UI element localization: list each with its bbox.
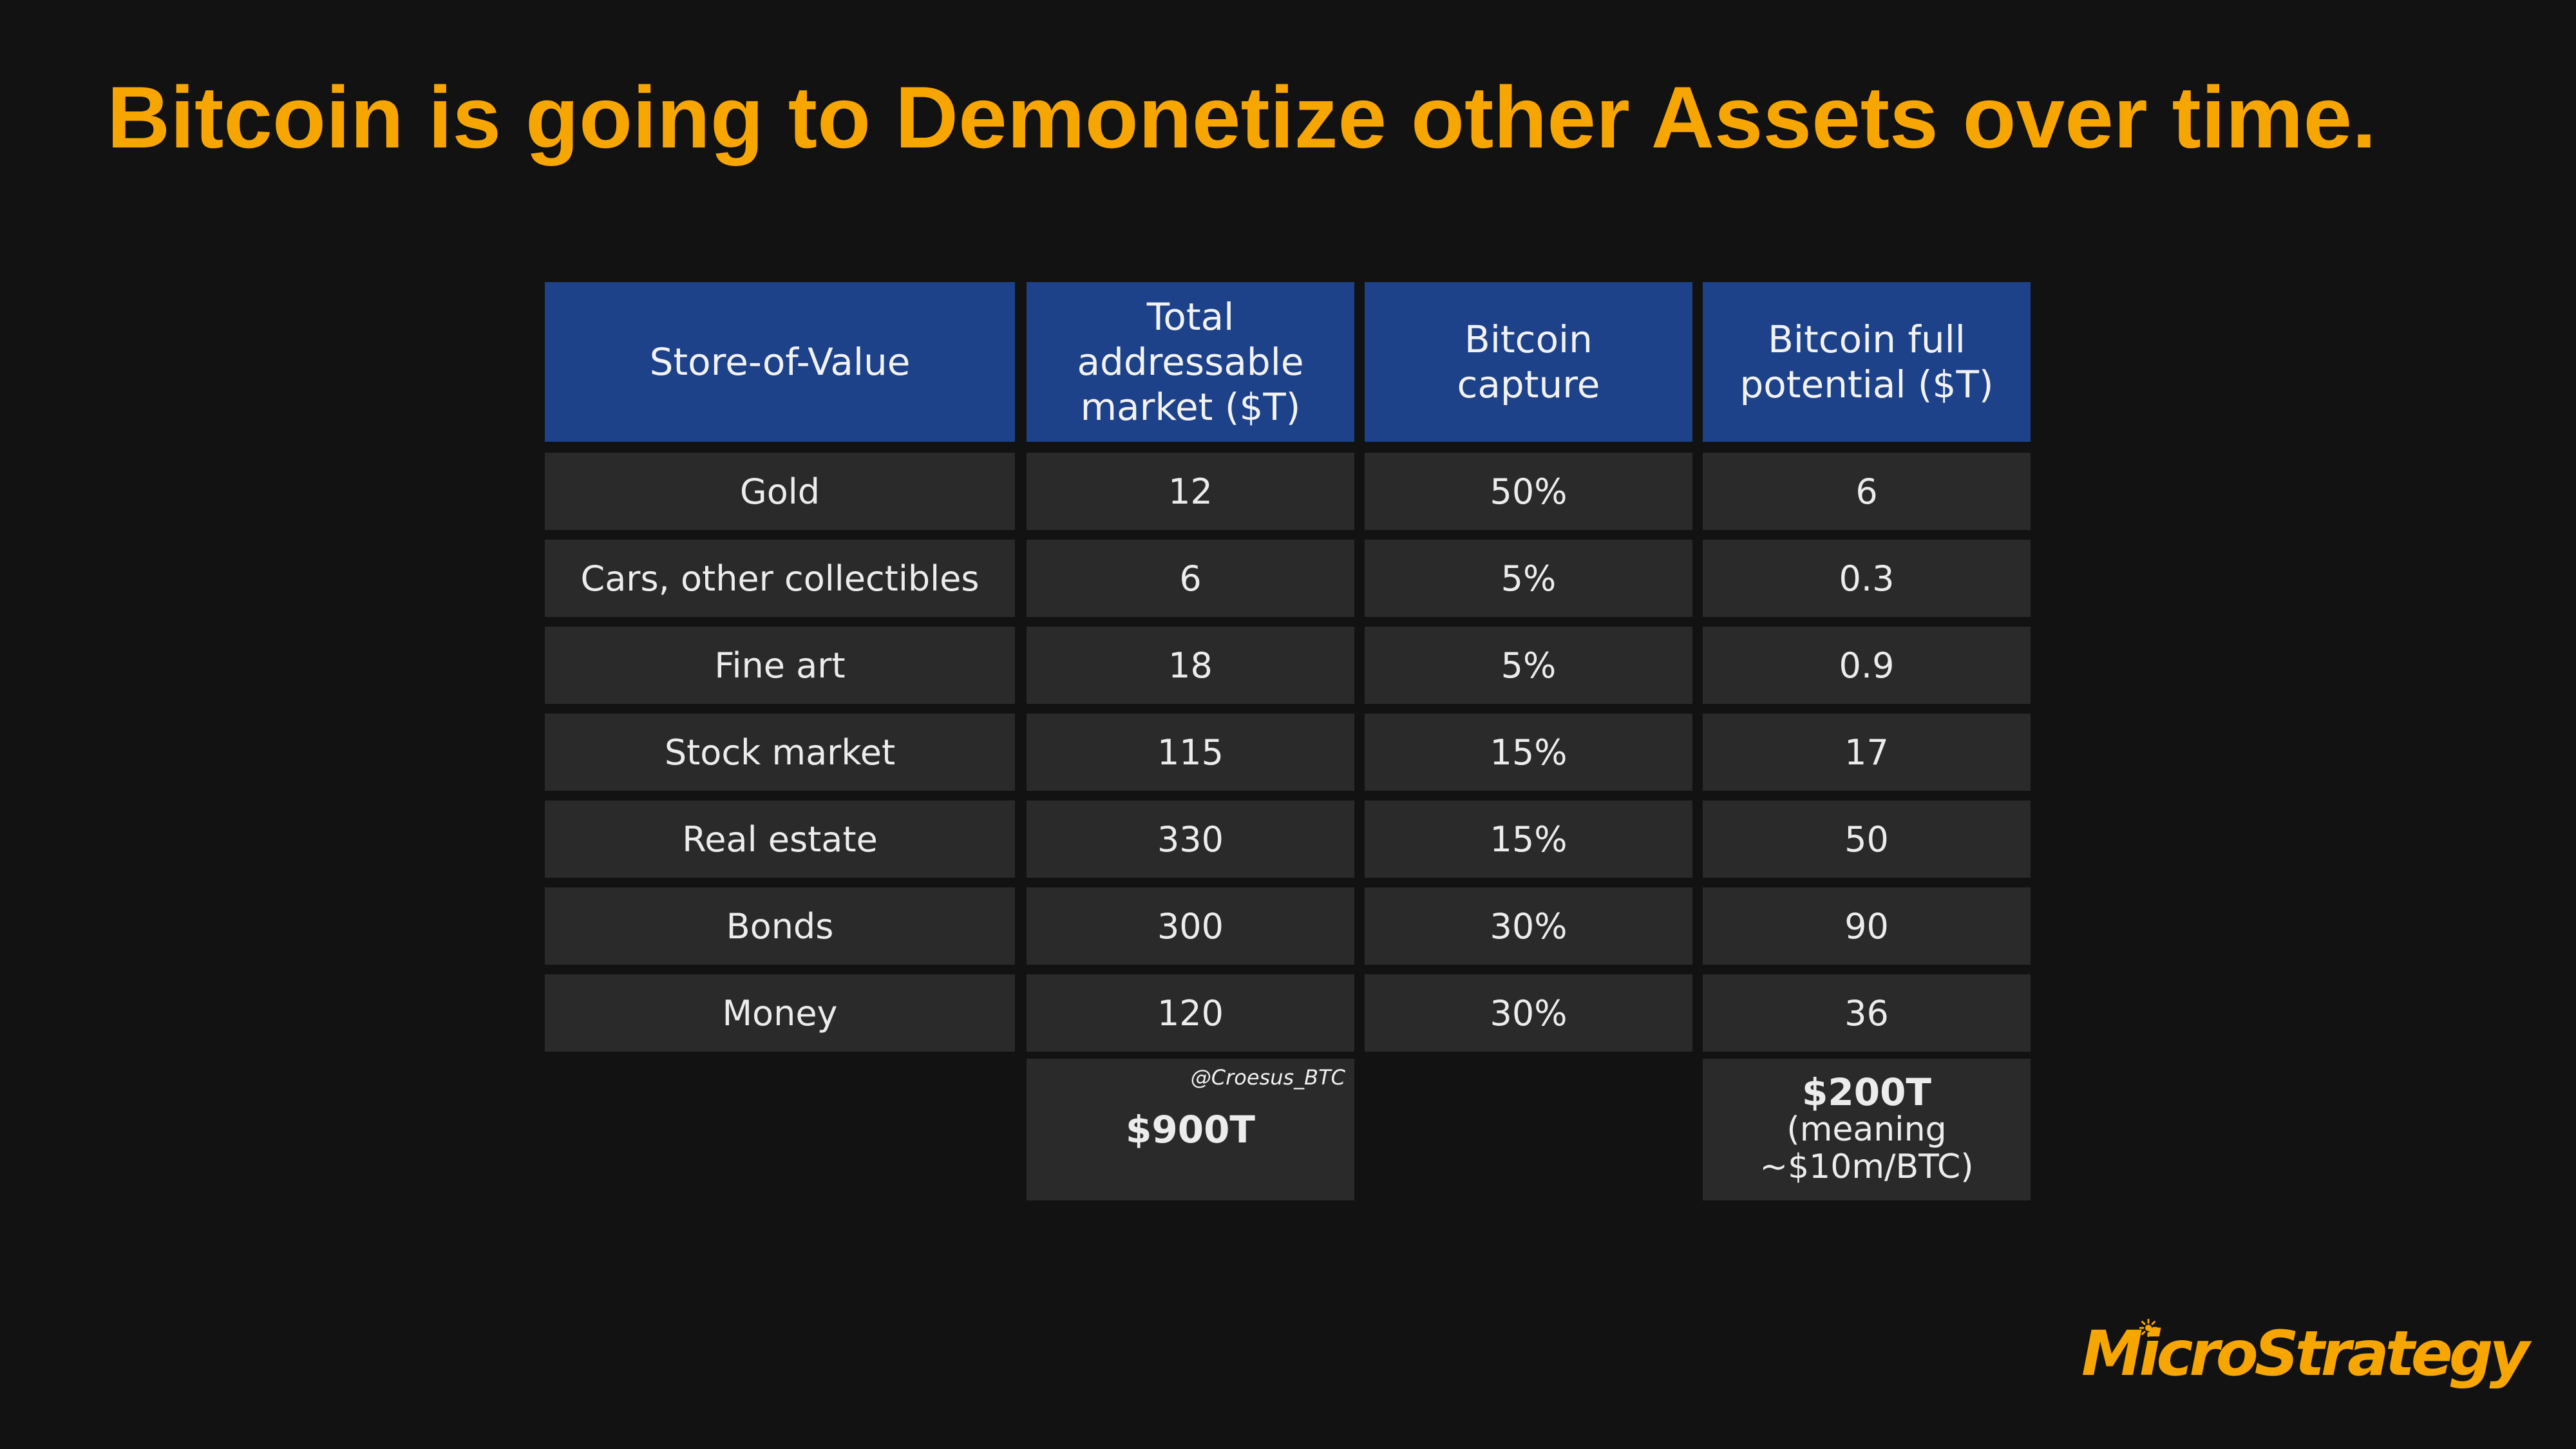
table-cell-asset: Money bbox=[545, 974, 1015, 1052]
table-cell-tam: 12 bbox=[1027, 453, 1354, 530]
table-cell-tam: 330 bbox=[1027, 800, 1354, 878]
table-cell-potential: 6 bbox=[1703, 453, 2031, 530]
table-cell-capture: 50% bbox=[1365, 453, 1692, 530]
table-cell-potential: 90 bbox=[1703, 887, 2031, 965]
table-cell-tam: 300 bbox=[1027, 887, 1354, 965]
total-potential-cell: $200T (meaning ~$10m/BTC) bbox=[1703, 1059, 2031, 1200]
table-cell-tam: 18 bbox=[1027, 627, 1354, 704]
column-header-2: Bitcoin capture bbox=[1365, 282, 1692, 442]
column-header-3: Bitcoin full potential ($T) bbox=[1703, 282, 2031, 442]
table-cell-capture: 5% bbox=[1365, 540, 1692, 617]
column-header-line: market ($T) bbox=[1080, 385, 1301, 429]
column-header-line: Total bbox=[1146, 295, 1235, 339]
potential-note-line: (meaning bbox=[1786, 1110, 1947, 1149]
table-cell-capture: 30% bbox=[1365, 974, 1692, 1052]
column-header-line: Bitcoin full bbox=[1768, 317, 1965, 361]
column-header-line: addressable bbox=[1077, 340, 1304, 384]
author-handle: @Croesus_BTC bbox=[1190, 1065, 1345, 1090]
total-market-value: $900T bbox=[1126, 1108, 1255, 1151]
table-cell-asset: Bonds bbox=[545, 887, 1015, 965]
microstrategy-logo: MicroStrategy bbox=[2081, 1318, 2530, 1390]
column-header-1: Total addressable market ($T) bbox=[1027, 282, 1354, 442]
total-potential-value: $200T bbox=[1802, 1070, 1931, 1114]
table-cell-asset: Fine art bbox=[545, 627, 1015, 704]
table-cell-potential: 17 bbox=[1703, 714, 2031, 791]
table-cell-asset: Stock market bbox=[545, 714, 1015, 791]
table-cell-capture: 15% bbox=[1365, 800, 1692, 878]
table-cell-asset: Gold bbox=[545, 453, 1015, 530]
slide-title: Bitcoin is going to Demonetize other Ass… bbox=[107, 68, 2376, 166]
table-cell-asset: Real estate bbox=[545, 800, 1015, 878]
column-header-line: Bitcoin bbox=[1464, 317, 1593, 361]
total-market-cell: @Croesus_BTC $900T bbox=[1027, 1059, 1354, 1200]
table-cell-tam: 120 bbox=[1027, 974, 1354, 1052]
table-cell-tam: 115 bbox=[1027, 714, 1354, 791]
table-cell-potential: 50 bbox=[1703, 800, 2031, 878]
table-cell-potential: 36 bbox=[1703, 974, 2031, 1052]
table-cell-tam: 6 bbox=[1027, 540, 1354, 617]
table-cell-potential: 0.9 bbox=[1703, 627, 2031, 704]
table-cell-capture: 5% bbox=[1365, 627, 1692, 704]
column-header-0: Store-of-Value bbox=[545, 282, 1015, 442]
table-cell-capture: 30% bbox=[1365, 887, 1692, 965]
table-cell-asset: Cars, other collectibles bbox=[545, 540, 1015, 617]
column-header-line: Store-of-Value bbox=[649, 340, 911, 384]
column-header-line: potential ($T) bbox=[1739, 363, 1994, 406]
table-cell-potential: 0.3 bbox=[1703, 540, 2031, 617]
potential-note-line: ~$10m/BTC) bbox=[1759, 1148, 1974, 1186]
table-cell-capture: 15% bbox=[1365, 714, 1692, 791]
column-header-line: capture bbox=[1457, 363, 1600, 406]
sun-spark-icon bbox=[2139, 1319, 2157, 1337]
